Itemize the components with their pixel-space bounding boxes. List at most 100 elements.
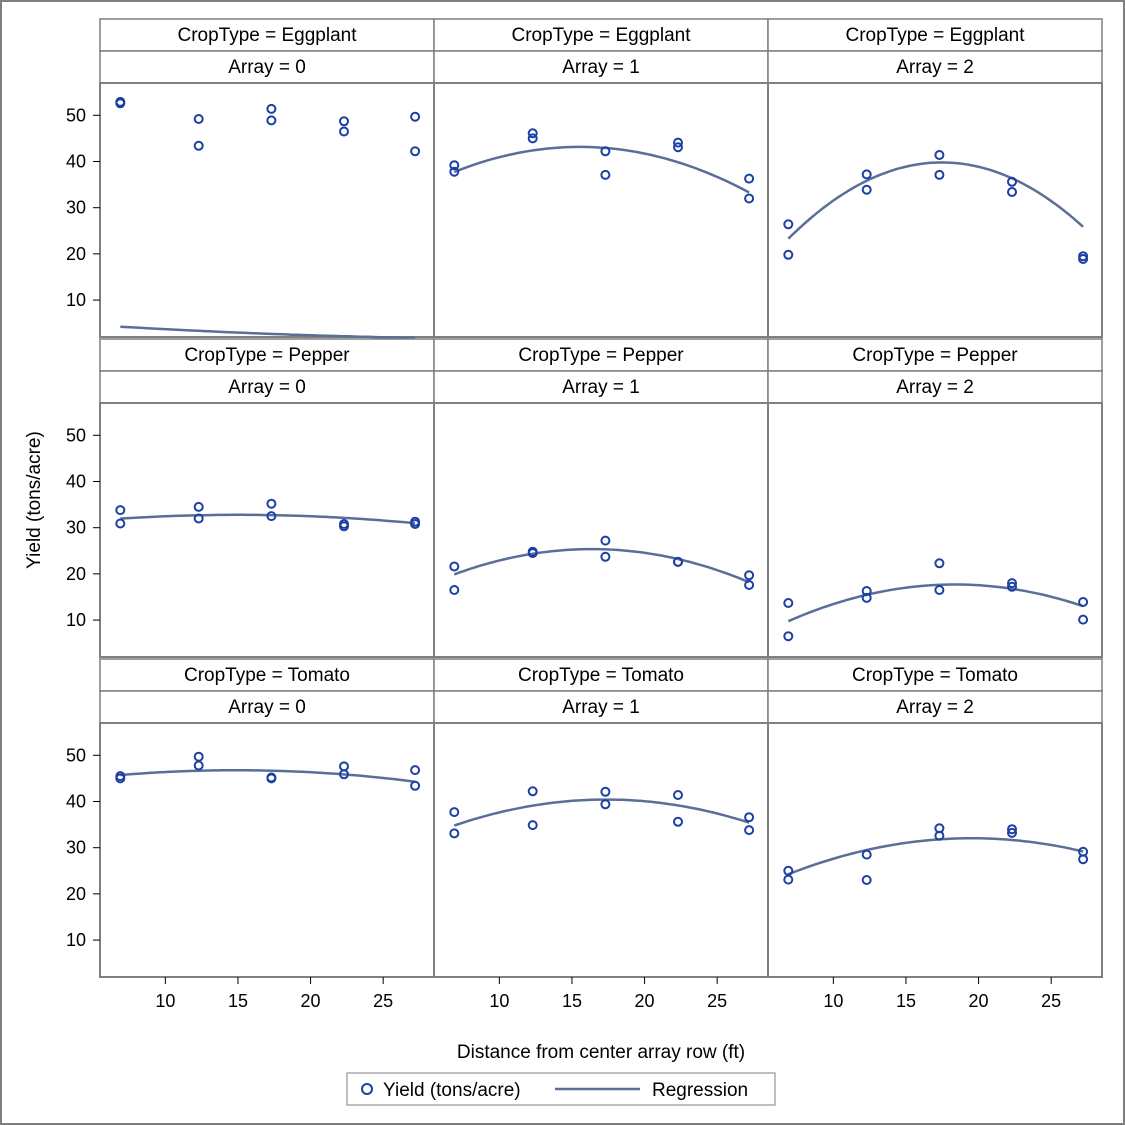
plot-area bbox=[99, 402, 435, 658]
data-point bbox=[744, 580, 755, 590]
y-tick-label: 50 bbox=[66, 425, 86, 445]
data-point bbox=[449, 828, 460, 839]
data-point bbox=[266, 115, 277, 126]
data-point bbox=[1007, 176, 1017, 187]
data-point bbox=[527, 133, 538, 144]
plot-area bbox=[433, 722, 769, 978]
x-tick-label: 20 bbox=[969, 991, 989, 1011]
data-point bbox=[783, 874, 794, 885]
data-point bbox=[266, 498, 277, 509]
panel-tomato-array-0: CropType = Tomato Array = 0 bbox=[99, 658, 435, 978]
data-point bbox=[193, 760, 204, 771]
panel-tomato-array-1: CropType = Tomato Array = 1 bbox=[433, 658, 769, 978]
column-header-label: Array = 0 bbox=[228, 377, 306, 398]
data-point bbox=[861, 184, 872, 195]
data-point bbox=[744, 570, 755, 581]
data-point bbox=[861, 592, 872, 603]
legend-label-yield: Yield (tons/acre) bbox=[383, 1080, 521, 1101]
panel-eggplant-array-1: CropType = Eggplant Array = 1 bbox=[433, 18, 769, 338]
data-point bbox=[861, 586, 872, 596]
plot-area bbox=[767, 722, 1103, 978]
data-point bbox=[449, 166, 460, 177]
data-point bbox=[1078, 614, 1089, 625]
column-header-cell bbox=[767, 50, 1103, 84]
x-tick-label: 25 bbox=[373, 991, 393, 1011]
row-header-label: CropType = Pepper bbox=[852, 345, 1018, 366]
x-tick-label: 15 bbox=[228, 991, 248, 1011]
row-header-label: CropType = Pepper bbox=[518, 345, 684, 366]
y-tick-label: 40 bbox=[66, 472, 86, 492]
column-header-label: Array = 2 bbox=[896, 697, 974, 718]
data-point bbox=[744, 825, 755, 836]
x-axis-title: Distance from center array row (ft) bbox=[457, 1042, 745, 1063]
y-tick-label: 10 bbox=[66, 290, 86, 310]
y-tick-label: 50 bbox=[66, 105, 86, 125]
regression-line bbox=[453, 798, 750, 827]
row-header-cell bbox=[433, 658, 769, 692]
data-point bbox=[600, 146, 611, 157]
data-point bbox=[339, 521, 349, 532]
column-header-label: Array = 0 bbox=[228, 57, 306, 78]
row-header-cell bbox=[99, 18, 435, 52]
y-tick-label: 20 bbox=[66, 564, 86, 584]
y-tick-label: 20 bbox=[66, 244, 86, 264]
y-tick-label: 30 bbox=[66, 518, 86, 538]
row-header-label: CropType = Eggplant bbox=[845, 25, 1025, 46]
panel-tomato-array-2: CropType = Tomato Array = 2 bbox=[767, 658, 1103, 978]
data-point bbox=[410, 111, 421, 122]
data-point bbox=[410, 765, 421, 776]
data-point bbox=[115, 505, 126, 516]
panel-eggplant-array-0: CropType = Eggplant Array = 0 bbox=[99, 18, 435, 340]
data-point bbox=[527, 548, 538, 559]
x-tick-label: 20 bbox=[301, 991, 321, 1011]
regression-line bbox=[453, 145, 750, 194]
row-header-label: CropType = Tomato bbox=[852, 665, 1018, 686]
y-axis: 10 20 30 40 50 10 20 30 40 50 10 20 30 40 50 bbox=[66, 105, 100, 950]
row-header-cell bbox=[433, 18, 769, 52]
plot-area bbox=[433, 82, 769, 338]
data-point bbox=[934, 585, 945, 595]
legend: Yield (tons/acre) Regression bbox=[346, 1072, 776, 1106]
x-axis: 10 15 20 25 10 15 20 25 10 15 20 25 bbox=[155, 977, 1061, 1011]
row-header-label: CropType = Eggplant bbox=[511, 25, 691, 46]
regression-line bbox=[120, 325, 416, 340]
data-point bbox=[673, 790, 683, 800]
data-point bbox=[1007, 827, 1017, 838]
y-tick-label: 40 bbox=[66, 792, 86, 812]
data-point bbox=[410, 146, 421, 157]
data-point bbox=[600, 551, 611, 562]
data-point bbox=[193, 513, 204, 524]
data-point bbox=[673, 816, 683, 827]
y-axis-title: Yield (tons/acre) bbox=[24, 431, 45, 569]
y-tick-label: 30 bbox=[66, 198, 86, 218]
data-point bbox=[744, 812, 755, 823]
regression-line bbox=[787, 836, 1084, 876]
row-header-cell bbox=[767, 338, 1103, 372]
data-point bbox=[266, 103, 277, 114]
data-point bbox=[783, 598, 794, 608]
x-tick-label: 10 bbox=[823, 991, 843, 1011]
regression-line bbox=[120, 769, 416, 783]
plot-area bbox=[433, 402, 769, 658]
data-point bbox=[449, 585, 460, 595]
data-point bbox=[410, 780, 421, 791]
data-point bbox=[934, 169, 945, 180]
row-header-label: CropType = Eggplant bbox=[177, 25, 357, 46]
regression-line bbox=[453, 547, 750, 584]
data-point bbox=[934, 558, 945, 569]
x-tick-label: 10 bbox=[489, 991, 509, 1011]
data-point bbox=[1007, 187, 1017, 197]
data-point bbox=[527, 128, 538, 139]
y-tick-label: 10 bbox=[66, 610, 86, 630]
regression-line bbox=[787, 583, 1084, 623]
row-header-cell bbox=[99, 338, 435, 372]
data-point bbox=[600, 799, 611, 810]
x-tick-label: 15 bbox=[896, 991, 916, 1011]
x-tick-label: 25 bbox=[707, 991, 727, 1011]
column-header-cell bbox=[99, 370, 435, 404]
data-point bbox=[673, 556, 683, 567]
data-point bbox=[1078, 854, 1089, 865]
row-header-label: CropType = Tomato bbox=[184, 665, 350, 686]
